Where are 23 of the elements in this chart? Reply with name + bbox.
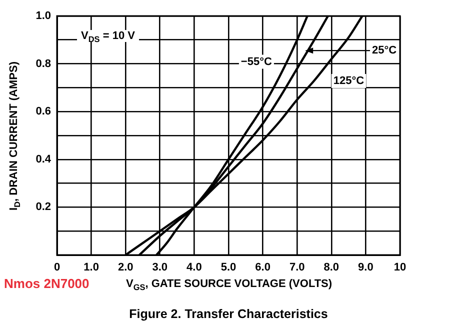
x-tick-label: 8.0	[324, 262, 340, 274]
y-tick-label: 0.6	[36, 106, 51, 118]
text: Nmos 2N7000	[4, 276, 90, 291]
text: Figure 2. Transfer Characteristics	[128, 307, 329, 321]
x-tick-label: 0	[54, 262, 60, 274]
series-label: 125°C	[333, 75, 364, 88]
x-tick-label: 9.0	[358, 262, 374, 274]
x-tick-label: 5.0	[220, 262, 236, 274]
x-tick-label: 7.0	[289, 262, 305, 274]
x-tick-label: 3.0	[152, 262, 168, 274]
x-tick-label: 10	[394, 262, 406, 274]
x-tick-label: 1.0	[84, 262, 99, 274]
annotation: V$_{DS}$ = 10 V	[77, 30, 139, 44]
x-axis-title: V$_{GS}$, GATE SOURCE VOLTAGE (VOLTS)	[126, 278, 332, 292]
series-label: −55°C	[240, 56, 272, 68]
y-tick-label: 1.0	[36, 10, 51, 22]
x-tick-label: 4.0	[186, 262, 202, 274]
x-tick-label: 2.0	[118, 262, 134, 274]
y-tick-label: 0.4	[36, 153, 52, 166]
y-tick-label: 0.8	[36, 58, 51, 70]
text: 25°C	[372, 44, 397, 57]
x-tick-label: 6.0	[255, 262, 270, 274]
y-tick-label: 0.2	[36, 201, 51, 214]
